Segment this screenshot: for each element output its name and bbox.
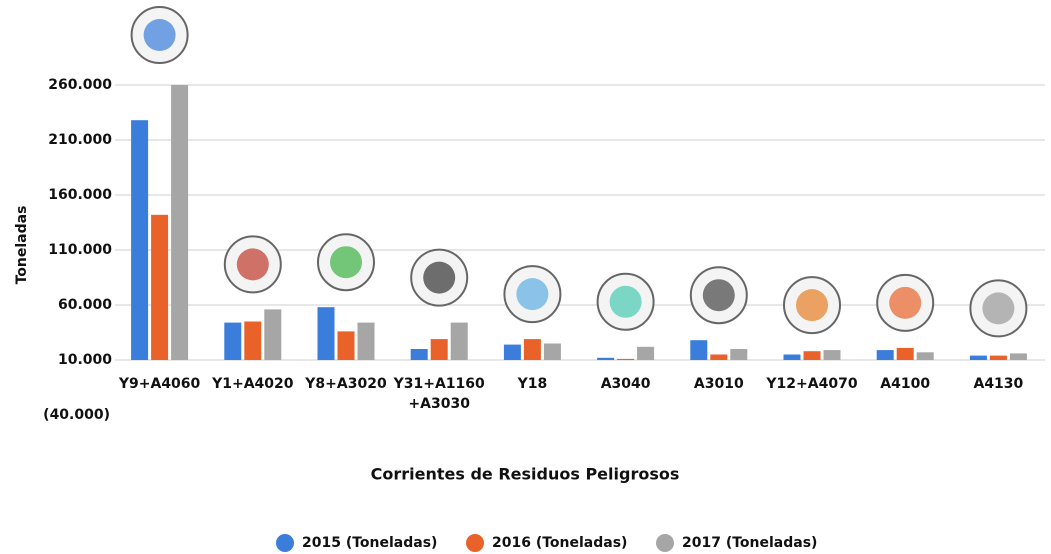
icon-inner (796, 289, 828, 322)
bar (264, 309, 282, 360)
icon-inner (516, 278, 549, 311)
x-tick-label: Y18 (517, 376, 548, 392)
icon-inner (982, 292, 1015, 325)
x-tick-label: Y1+A4020 (212, 376, 294, 392)
bar (637, 346, 655, 360)
icon-inner (423, 261, 456, 294)
bar (617, 358, 635, 360)
legend-swatch (656, 534, 674, 552)
x-tick-label: Y31+A1160 +A3030 (393, 376, 485, 412)
bar (244, 321, 262, 360)
bar (151, 214, 169, 360)
bar (969, 355, 987, 360)
y-tick-label: 260.000 (48, 77, 112, 93)
icon-inner (143, 19, 176, 51)
icon-inner (889, 286, 922, 319)
legend-label: 2016 (Toneladas) (492, 535, 627, 551)
bar (710, 354, 728, 360)
bar (171, 85, 189, 360)
icon-inner (609, 285, 642, 318)
bar (823, 350, 841, 360)
x-tick-label: A4100 (880, 376, 931, 392)
icon-inner (330, 246, 362, 279)
bar (690, 340, 708, 360)
bar (337, 331, 355, 360)
bar (357, 322, 375, 360)
bar (317, 307, 335, 360)
x-tick-label: A4130 (973, 376, 1024, 392)
x-tick-label: A3010 (693, 376, 744, 392)
bar (1009, 353, 1027, 360)
legend-swatch (276, 534, 294, 552)
bar (876, 350, 894, 360)
y-tick-label: 110.000 (48, 242, 112, 258)
y-tick-label: 10.000 (58, 352, 112, 368)
bar (783, 354, 801, 360)
bar (896, 347, 914, 360)
x-tick-label: Y12+A4070 (766, 376, 858, 392)
bar (224, 322, 242, 360)
y-tick-label: 210.000 (48, 132, 112, 148)
bar (523, 339, 541, 360)
bar (131, 120, 149, 360)
x-axis-title: Corrientes de Residuos Peligrosos (371, 465, 680, 484)
y-tick-label: (40.000) (43, 407, 110, 423)
legend-label: 2017 (Toneladas) (682, 535, 817, 551)
legend-swatch (466, 534, 484, 552)
bar (450, 322, 468, 360)
bar (503, 344, 521, 360)
icon-inner (236, 248, 269, 281)
bar (989, 355, 1007, 360)
bar (410, 349, 428, 360)
y-axis-title: Toneladas (14, 206, 30, 285)
bar (916, 352, 934, 360)
x-tick-label: Y8+A3020 (305, 376, 387, 392)
icon-inner (702, 279, 735, 312)
bar (730, 349, 748, 360)
x-tick-label: A3040 (600, 376, 651, 392)
bar (430, 339, 448, 360)
x-tick-label: Y9+A4060 (118, 376, 201, 392)
bar (543, 343, 561, 360)
legend-label: 2015 (Toneladas) (302, 535, 437, 551)
bar (803, 351, 821, 360)
y-tick-label: 60.000 (58, 297, 112, 313)
bar (597, 357, 615, 360)
y-tick-label: 160.000 (48, 187, 112, 203)
